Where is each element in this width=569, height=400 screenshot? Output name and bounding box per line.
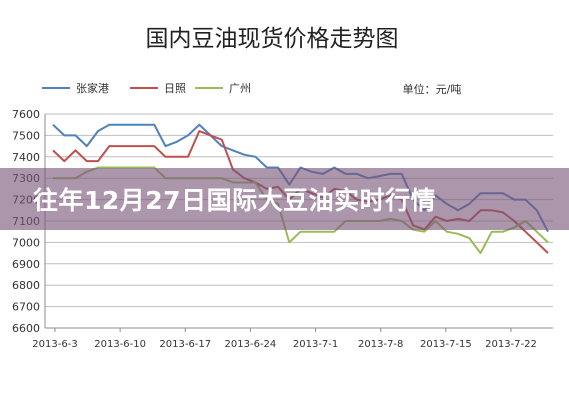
legend-label-0: 张家港: [76, 81, 109, 95]
y-tick-label: 7000: [12, 236, 40, 249]
series-line-2: [53, 166, 549, 255]
y-tick-label: 6900: [12, 258, 40, 271]
x-tick-label: 2013-7-8: [358, 339, 403, 350]
y-tick-label: 6800: [12, 279, 40, 292]
x-axis-ticks: 2013-6-3 2013-6-10 2013-6-17 2013-6-24 2013-…: [32, 328, 537, 350]
x-tick-label: 2013-7-1: [293, 339, 338, 350]
chart-title: 国内豆油现货价格走势图: [146, 26, 399, 52]
x-tick-label: 2013-6-24: [225, 339, 277, 350]
y-tick-label: 7500: [12, 129, 40, 142]
unit-label: 单位：元/吨: [403, 82, 462, 96]
x-tick-label: 2013-6-17: [159, 339, 211, 350]
x-tick-label: 2013-6-3: [32, 339, 77, 350]
legend-label-2: 广州: [229, 82, 251, 95]
headline-banner: [0, 168, 569, 230]
chart-legend: 张家港 日照 广州: [42, 81, 251, 95]
x-tick-label: 2013-7-22: [485, 339, 537, 350]
x-tick-label: 2013-7-15: [420, 339, 472, 350]
y-tick-label: 6600: [12, 322, 40, 335]
x-tick-label: 2013-6-10: [94, 339, 146, 350]
y-tick-label: 7400: [12, 151, 40, 164]
y-tick-label: 6700: [12, 301, 40, 314]
y-tick-label: 7600: [12, 108, 40, 121]
legend-label-1: 日照: [164, 82, 186, 95]
headline-text: 往年12月27日国际大豆油实时行情: [33, 186, 437, 215]
